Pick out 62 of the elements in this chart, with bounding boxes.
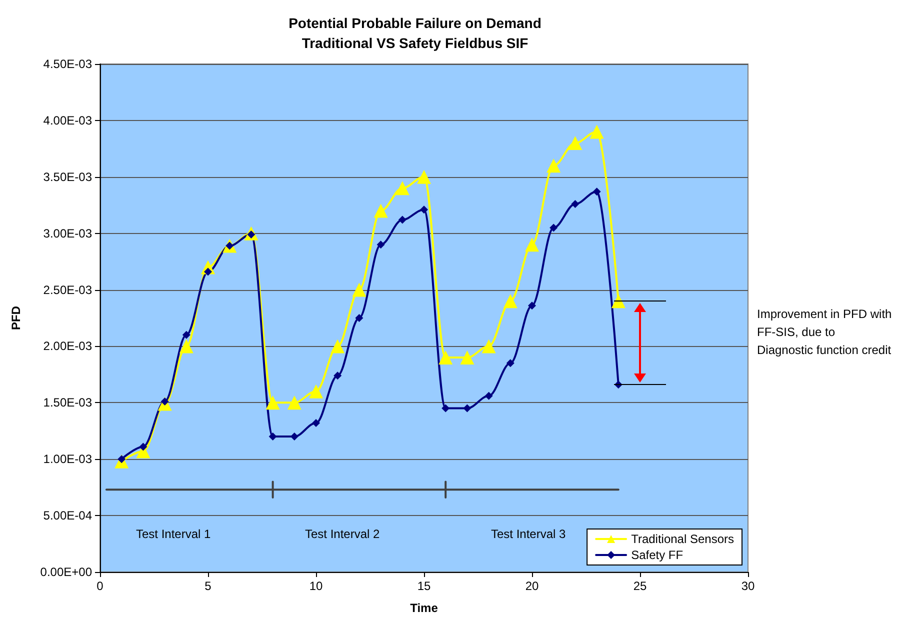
point — [266, 396, 280, 410]
y-tick-label: 5.00E-04 — [43, 508, 92, 523]
point — [352, 282, 366, 297]
point — [463, 404, 472, 412]
y-tick-label: 2.50E-03 — [43, 282, 92, 297]
point — [571, 200, 580, 208]
annotation: Test Interval 1 — [136, 527, 212, 541]
point — [506, 359, 514, 368]
annotation: Test Interval 2 — [305, 527, 380, 541]
x-axis-title: Time — [410, 601, 438, 615]
point — [376, 240, 385, 249]
point — [395, 181, 410, 196]
x-tick-label: 5 — [204, 579, 212, 593]
point — [374, 204, 388, 218]
point — [568, 136, 582, 150]
x-tick-label: 30 — [741, 579, 755, 593]
point — [460, 350, 474, 365]
point — [287, 396, 302, 410]
x-tick-label: 10 — [309, 579, 323, 593]
y-tick-label: 0.00E+00 — [40, 565, 92, 579]
x-tick-label: 0 — [96, 579, 104, 593]
y-tick-label: 1.50E-03 — [43, 396, 92, 410]
point — [590, 124, 604, 139]
point — [528, 302, 536, 310]
point — [503, 294, 518, 308]
x-tick-label: 25 — [633, 579, 647, 593]
y-tick-label: 4.00E-03 — [43, 113, 92, 128]
x-tick-label: 20 — [525, 579, 539, 593]
point — [417, 170, 431, 184]
point — [484, 392, 493, 400]
point — [592, 188, 601, 196]
point — [546, 158, 561, 173]
x-tick-label: 15 — [417, 579, 431, 593]
y-tick-label: 4.50E-03 — [43, 57, 92, 71]
point — [420, 206, 428, 214]
text: Improvement in PFD with FF-SIS, due to Diagnostic function credit — [757, 307, 892, 357]
chart-title: Potential Probable Failure on Demand Traditional VS Safety Fieldbus SIF — [288, 15, 542, 51]
point — [611, 294, 626, 308]
point — [482, 339, 496, 354]
point — [398, 216, 406, 224]
point — [438, 350, 453, 365]
point — [550, 224, 558, 232]
point — [309, 384, 323, 398]
point — [139, 442, 148, 451]
y-tick-label: 1.00E-03 — [43, 452, 92, 466]
legend-label: Safety FF — [631, 548, 684, 562]
point — [179, 339, 194, 354]
y-tick-label: 2.00E-03 — [43, 339, 92, 354]
point — [268, 432, 277, 441]
point — [334, 372, 342, 380]
point — [330, 339, 345, 354]
point — [312, 418, 320, 427]
y-axis-title: PFD — [9, 306, 23, 330]
point — [182, 330, 190, 339]
point — [442, 404, 450, 412]
point — [525, 238, 539, 252]
point — [204, 268, 212, 276]
annotation: Test Interval 3 — [491, 527, 566, 541]
y-tick-label: 3.50E-03 — [43, 170, 92, 184]
point — [355, 314, 364, 322]
y-tick-label: 3.00E-03 — [43, 226, 92, 240]
legend-label: Traditional Sensors — [631, 532, 734, 546]
